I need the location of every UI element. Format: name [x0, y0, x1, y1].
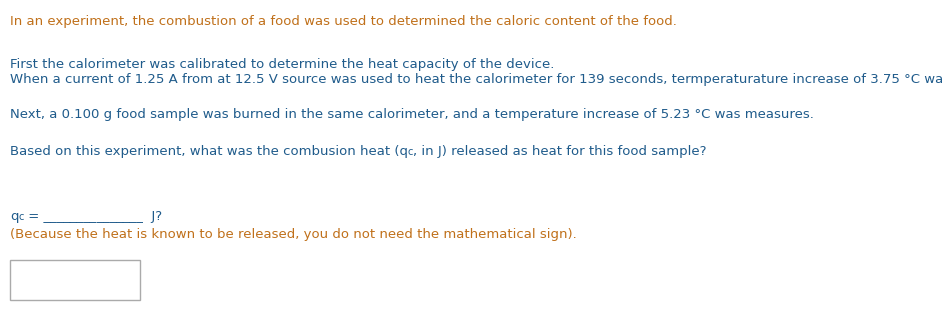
Text: When a current of 1.25 A from at 12.5 V source was used to heat the calorimeter : When a current of 1.25 A from at 12.5 V … — [10, 73, 942, 86]
Text: c: c — [19, 212, 24, 222]
Bar — [10, 260, 140, 300]
Text: Next, a 0.100 g food sample was burned in the same calorimeter, and a temperatur: Next, a 0.100 g food sample was burned i… — [10, 108, 814, 121]
Text: Based on this experiment, what was the combusion heat (q: Based on this experiment, what was the c… — [10, 145, 408, 158]
Text: c: c — [408, 147, 414, 157]
Text: = _______________  J?: = _______________ J? — [24, 210, 162, 223]
Text: (Because the heat is known to be released, you do not need the mathematical sign: (Because the heat is known to be release… — [10, 228, 577, 241]
Text: In an experiment, the combustion of a food was used to determined the caloric co: In an experiment, the combustion of a fo… — [10, 15, 677, 28]
Text: First the calorimeter was calibrated to determine the heat capacity of the devic: First the calorimeter was calibrated to … — [10, 58, 555, 71]
Text: , in J) released as heat for this food sample?: , in J) released as heat for this food s… — [414, 145, 706, 158]
Text: q: q — [10, 210, 19, 223]
